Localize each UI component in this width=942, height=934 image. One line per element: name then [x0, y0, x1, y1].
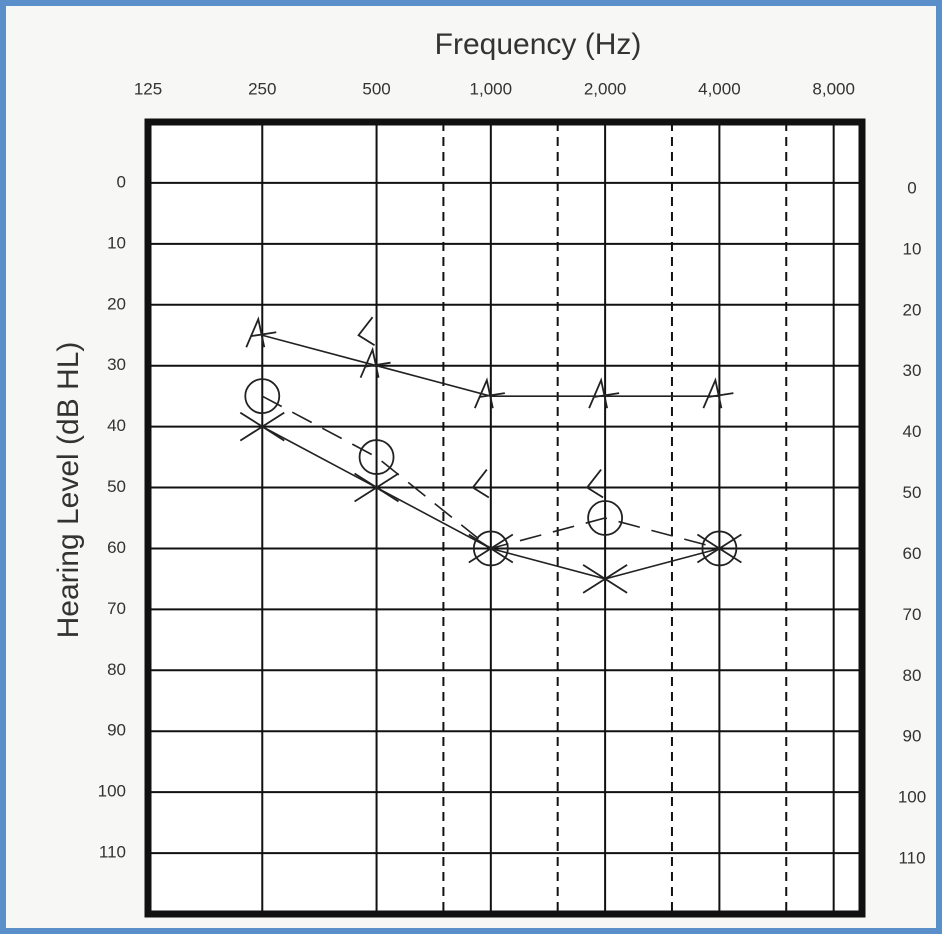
- marker-cross: [468, 533, 514, 564]
- marker-circle: [587, 500, 624, 536]
- y-tick-label: 90: [107, 721, 126, 740]
- y-tick-label-right: 20: [903, 300, 922, 319]
- y-tick-label: 100: [98, 782, 126, 801]
- marker-bracket: [585, 468, 604, 499]
- y-tick-label-right: 110: [898, 849, 925, 868]
- y-tick-label: 30: [107, 355, 126, 374]
- y-tick-label: 80: [107, 660, 126, 679]
- marker-a: [588, 377, 620, 409]
- y-tick-label: 60: [107, 538, 126, 557]
- y-tick-label: 110: [99, 843, 126, 862]
- y-tick-label-right: 60: [903, 544, 922, 563]
- marker-circle: [244, 378, 281, 415]
- y-tick-label: 10: [107, 233, 126, 252]
- y-tick-label: 0: [117, 172, 126, 191]
- marker-a: [474, 377, 505, 409]
- marker-circle: [472, 530, 509, 567]
- x-tick-label: 2,000: [584, 79, 627, 98]
- y-tick-label-right: 10: [903, 239, 922, 258]
- marker-bracket: [471, 468, 490, 499]
- y-tick-label-right: 30: [903, 361, 922, 380]
- x-tick-label: 250: [248, 79, 276, 98]
- marker-cross: [354, 472, 400, 503]
- x-tick-label: 125: [134, 79, 162, 98]
- marker-circle: [358, 439, 395, 475]
- y-tick-label: 50: [107, 477, 126, 496]
- y-tick-label-right: 70: [903, 605, 922, 624]
- marker-cross: [239, 411, 285, 442]
- marker-a: [359, 346, 391, 379]
- marker-a: [702, 377, 734, 409]
- y-tick-label: 70: [107, 599, 126, 618]
- marker-cross: [696, 533, 742, 564]
- marker-cross: [582, 564, 628, 594]
- x-tick-label: 8,000: [812, 79, 855, 98]
- x-tick-label: 4,000: [698, 79, 741, 98]
- x-tick-label: 500: [362, 79, 390, 98]
- y-tick-label-right: 90: [903, 727, 922, 746]
- y-tick-label-right: 100: [898, 788, 926, 807]
- marker-a: [245, 316, 277, 348]
- y-tick-label: 40: [107, 416, 126, 435]
- plot-frame: [144, 118, 866, 918]
- y-axis-label: Hearing Level (dB HL): [52, 342, 85, 639]
- plot-area: [148, 122, 862, 914]
- y-tick-label-right: 50: [903, 483, 922, 502]
- y-tick-label: 20: [107, 294, 126, 313]
- marker-bracket: [357, 316, 376, 346]
- marker-circle: [701, 530, 738, 567]
- y-tick-label-right: 80: [903, 666, 922, 685]
- chart-title: Frequency (Hz): [435, 28, 642, 61]
- x-tick-label: 1,000: [470, 79, 513, 98]
- y-tick-label-right: 40: [903, 422, 922, 441]
- y-tick-label-right: 0: [907, 178, 916, 197]
